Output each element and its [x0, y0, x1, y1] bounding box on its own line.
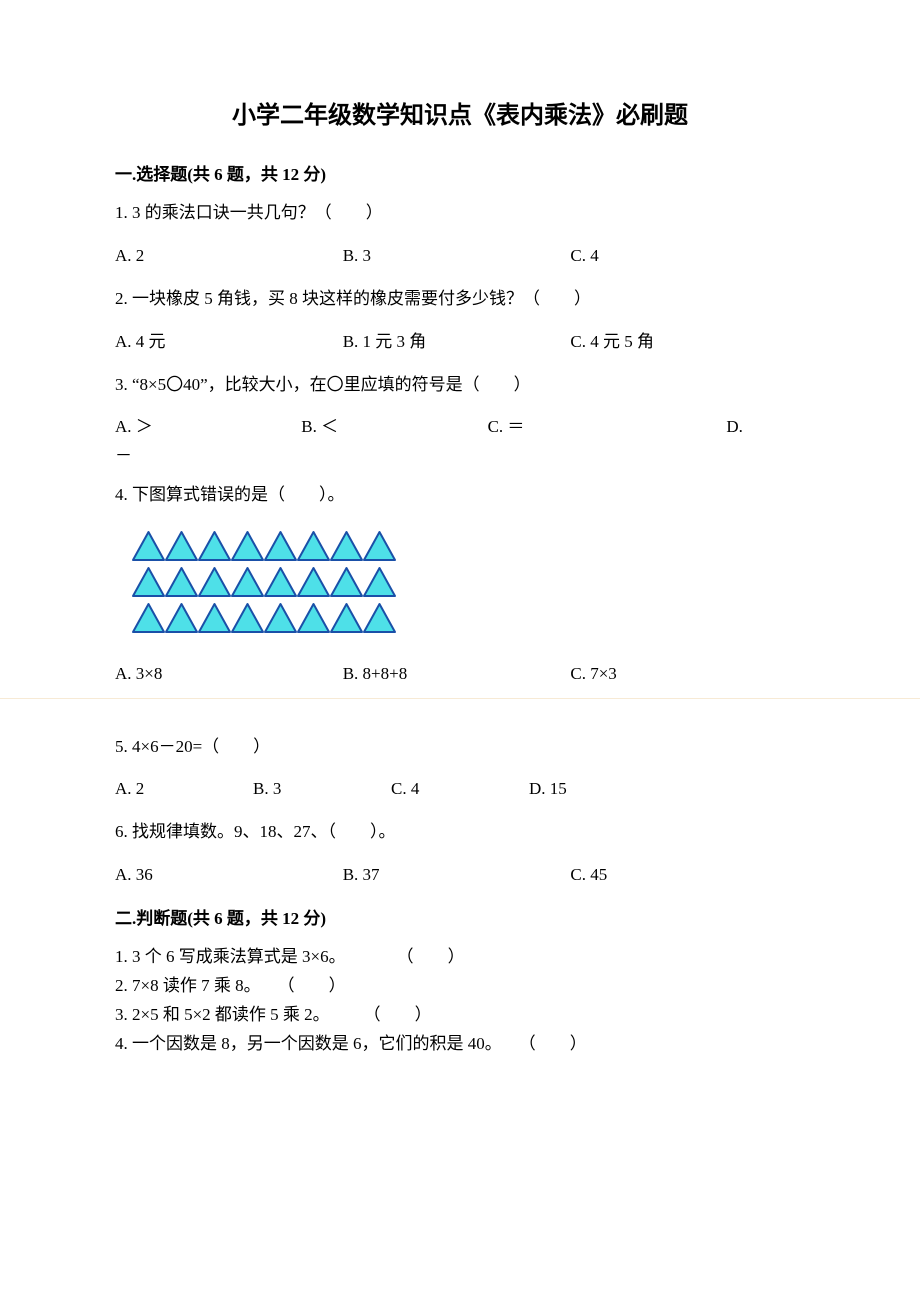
q5-opt-c: C. 4 — [391, 775, 529, 804]
q2-opt-a: A. 4 元 — [115, 328, 343, 357]
j4: 4. 一个因数是 8，另一个因数是 6，它们的积是 40。 （ ） — [115, 1030, 805, 1059]
j1: 1. 3 个 6 写成乘法算式是 3×6。 （ ） — [115, 943, 805, 972]
q3-opt-d-dash: － — [115, 446, 805, 466]
q5-opt-b: B. 3 — [253, 775, 391, 804]
q4-opt-a: A. 3×8 — [115, 660, 343, 689]
q5-text: 5. 4×6－20=（ ） — [115, 733, 805, 762]
q4-text: 4. 下图算式错误的是（ ）。 — [115, 481, 805, 510]
q1-opt-c: C. 4 — [570, 242, 798, 271]
q1-text: 1. 3 的乘法口诀一共几句？（ ） — [115, 199, 805, 228]
q1-opt-b: B. 3 — [343, 242, 571, 271]
q5-opt-d: D. 15 — [529, 775, 667, 804]
q2-opt-b: B. 1 元 3 角 — [343, 328, 571, 357]
q4-opt-c: C. 7×3 — [570, 660, 798, 689]
q3-options: A. ＞ B. ＜ C. ＝ D. — [115, 413, 805, 442]
q6-text: 6. 找规律填数。9、18、27、（ ）。 — [115, 818, 805, 847]
q6-options: A. 36 B. 37 C. 45 — [115, 861, 805, 890]
q3-text: 3. “8×5〇40”，比较大小，在〇里应填的符号是（ ） — [115, 371, 805, 400]
q3-opt-c: C. ＝ — [488, 413, 674, 442]
q4-figure — [115, 524, 805, 640]
q2-text: 2. 一块橡皮 5 角钱，买 8 块这样的橡皮需要付多少钱？（ ） — [115, 285, 805, 314]
divider-line — [0, 698, 920, 699]
section-1-header: 一.选择题(共 6 题，共 12 分) — [115, 160, 805, 185]
triangles-icon — [115, 524, 415, 640]
q5-opt-a: A. 2 — [115, 775, 253, 804]
q5-options: A. 2 B. 3 C. 4 D. 15 — [115, 775, 805, 804]
q1-options: A. 2 B. 3 C. 4 — [115, 242, 805, 271]
j2: 2. 7×8 读作 7 乘 8。 （ ） — [115, 972, 805, 1001]
q4-opt-b: B. 8+8+8 — [343, 660, 571, 689]
q4-options: A. 3×8 B. 8+8+8 C. 7×3 — [115, 660, 805, 689]
q6-opt-c: C. 45 — [570, 861, 798, 890]
q3-opt-b: B. ＜ — [301, 413, 487, 442]
q2-opt-c: C. 4 元 5 角 — [570, 328, 798, 357]
q3-opt-d: D. — [674, 413, 743, 442]
q6-opt-b: B. 37 — [343, 861, 571, 890]
page-title: 小学二年级数学知识点《表内乘法》必刷题 — [115, 95, 805, 130]
q3-opt-a: A. ＞ — [115, 413, 301, 442]
q6-opt-a: A. 36 — [115, 861, 343, 890]
j3: 3. 2×5 和 5×2 都读作 5 乘 2。 （ ） — [115, 1001, 805, 1030]
q1-opt-a: A. 2 — [115, 242, 343, 271]
q2-options: A. 4 元 B. 1 元 3 角 C. 4 元 5 角 — [115, 328, 805, 357]
section-2-header: 二.判断题(共 6 题，共 12 分) — [115, 904, 805, 929]
